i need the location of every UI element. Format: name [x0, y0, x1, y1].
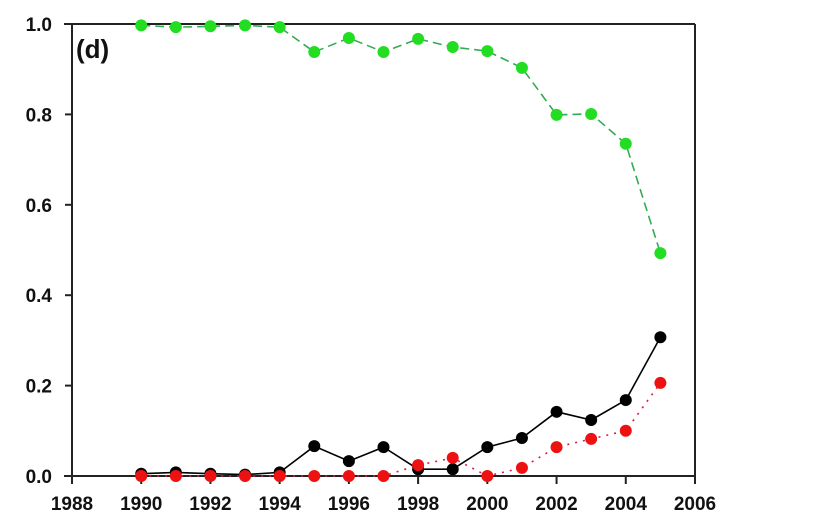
data-point-marker	[412, 32, 425, 45]
x-tick-label: 2004	[605, 494, 648, 515]
data-point-marker	[169, 21, 182, 34]
data-point-marker	[135, 19, 148, 32]
y-tick-label: 0.0	[26, 467, 52, 488]
data-point-marker	[204, 20, 217, 33]
data-point-marker	[585, 107, 598, 120]
panel-label: (d)	[76, 34, 109, 64]
data-point-marker	[550, 108, 563, 121]
x-tick-label: 1994	[259, 494, 302, 515]
data-point-marker	[342, 32, 355, 45]
data-point-marker	[377, 46, 390, 59]
x-tick-label: 2000	[466, 494, 508, 515]
data-point-marker	[377, 470, 390, 482]
x-tick-label: 1988	[51, 494, 93, 515]
series-markers	[135, 19, 667, 482]
x-tick-label: 1992	[189, 494, 231, 515]
data-point-marker	[481, 470, 494, 482]
x-tick-label: 2002	[535, 494, 577, 515]
x-tick-label: 1996	[328, 494, 370, 515]
data-point-marker	[619, 394, 632, 407]
y-tick-label: 0.2	[26, 377, 52, 398]
data-point-marker	[446, 463, 459, 476]
data-point-marker	[239, 470, 252, 482]
series-line-1	[141, 336, 662, 476]
series-lines	[141, 24, 662, 477]
data-point-marker	[308, 470, 321, 482]
series-line-0	[141, 24, 662, 254]
data-point-marker	[308, 440, 321, 453]
data-point-marker	[619, 424, 632, 437]
data-point-marker	[481, 441, 494, 454]
y-tick-label: 0.4	[26, 286, 53, 307]
x-tick-label: 1998	[397, 494, 439, 515]
data-point-marker	[273, 21, 286, 34]
data-point-marker	[515, 432, 528, 445]
data-point-marker	[585, 413, 598, 426]
data-point-marker	[342, 455, 355, 468]
data-point-marker	[515, 461, 528, 474]
data-point-marker	[446, 451, 459, 464]
y-tick-label: 0.6	[26, 196, 52, 217]
y-tick-label: 1.0	[26, 15, 52, 36]
data-point-marker	[515, 61, 528, 74]
data-point-marker	[204, 470, 217, 482]
data-point-marker	[135, 470, 148, 482]
data-point-marker	[585, 432, 598, 445]
data-point-marker	[169, 470, 182, 482]
x-tick-label: 1990	[120, 494, 162, 515]
x-tick-label: 2006	[674, 494, 716, 515]
data-point-marker	[619, 137, 632, 150]
data-point-marker	[654, 247, 667, 260]
data-point-marker	[654, 331, 667, 344]
data-point-marker	[654, 376, 667, 389]
series-line-2	[141, 382, 662, 477]
data-point-marker	[550, 441, 563, 454]
data-point-marker	[377, 441, 390, 454]
data-point-marker	[308, 46, 321, 59]
data-point-marker	[273, 470, 286, 482]
data-point-marker	[239, 19, 252, 32]
y-tick-label: 0.8	[26, 105, 52, 126]
data-point-marker	[412, 459, 425, 472]
data-point-marker	[342, 470, 355, 482]
data-point-marker	[481, 45, 494, 58]
data-point-marker	[550, 405, 563, 418]
data-point-marker	[446, 41, 459, 54]
plot-axes: 0.0 0.2 0.4 0.6 0.8 1.0 1988 1990 1992 1994 1996 19…	[26, 15, 717, 515]
